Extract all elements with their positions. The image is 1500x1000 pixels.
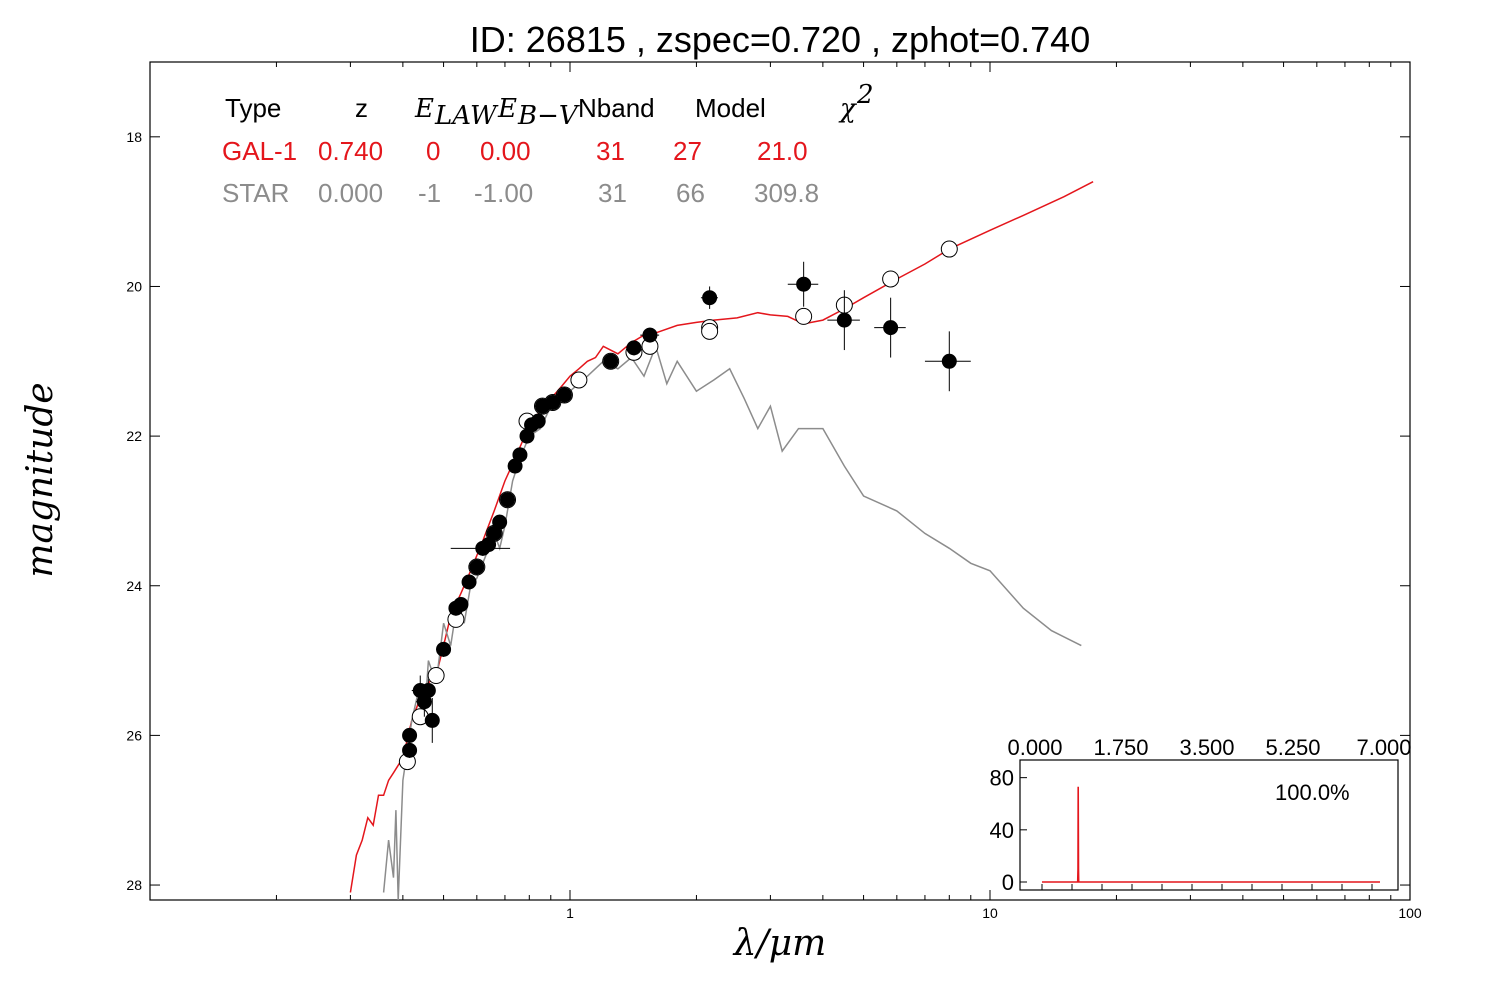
model-magnitude-point [940,240,958,258]
table-row-gal: GAL-1 0.740 0 0.00 31 27 21.0 [222,136,808,166]
points-layer [398,240,971,771]
observed-magnitude-point [492,514,508,530]
y-tick-label: 18 [126,129,142,145]
star-model: 66 [676,178,705,208]
y-axis-label: magnitude [20,382,61,577]
observed-magnitude-point [836,312,852,328]
inset-x-tick-label: 0.000 [1007,735,1062,760]
observed-magnitude-point [512,447,528,463]
model-magnitude-point [882,270,900,288]
observed-magnitude-point [453,596,469,612]
inset-ticks: 0.000 1.750 3.500 5.250 7.000 80 40 0 [990,735,1412,895]
y-tick-label: 22 [126,428,142,444]
y-tick-label: 26 [126,727,142,743]
observed-magnitude-point [603,353,619,369]
gal-model: 27 [673,136,702,166]
info-table: Type z E LAW E B−V Nband Model χ 2 GAL-1… [222,80,874,208]
inset-x-tick-label: 1.750 [1093,735,1148,760]
observed-magnitude-point [500,492,516,508]
observed-magnitude-point [642,327,658,343]
inset-x-tick-label: 3.500 [1179,735,1234,760]
gal-nband: 31 [596,136,625,166]
galaxy-template-line [349,181,1094,893]
gal-ebv: 0.00 [480,136,531,166]
observed-magnitude-point [941,353,957,369]
y-tick-label: 24 [126,578,142,594]
inset-y-tick-label: 0 [1002,870,1014,895]
y-tick-label: 20 [126,278,142,294]
header-ebv-sub: B−V [517,101,580,131]
star-ebv: -1.00 [474,178,533,208]
header-chi2-sup: 2 [856,80,874,110]
observed-magnitude-point [626,340,642,356]
star-elaw: -1 [418,178,441,208]
observed-magnitude-point [469,559,485,575]
header-type: Type [225,93,281,123]
gal-chi2: 21.0 [757,136,808,166]
observed-magnitude-point [461,574,477,590]
inset-pdf-line [1042,786,1380,883]
x-tick-label: 10 [982,905,998,921]
observed-magnitude-point [402,742,418,758]
star-z: 0.000 [318,178,383,208]
model-magnitude-point [701,322,719,340]
model-magnitude-point [570,371,588,389]
chart-title: ID: 26815 , zspec=0.720 , zphot=0.740 [470,19,1090,60]
inset-annotation: 100.0% [1275,780,1350,805]
observed-magnitude-point [420,683,436,698]
inset-x-tick-label: 5.250 [1265,735,1320,760]
observed-magnitude-point [796,276,812,292]
header-ebv: E [497,94,517,124]
inset-y-tick-label: 40 [990,818,1014,843]
star-template-line [382,343,1082,901]
inset-x-tick-label: 7.000 [1356,735,1411,760]
header-model: Model [695,93,766,123]
star-type: STAR [222,178,289,208]
gal-type: GAL-1 [222,136,297,166]
observed-magnitude-point [556,387,572,403]
inset-line-layer [1042,786,1380,883]
observed-magnitude-point [545,394,561,410]
header-elaw: E [414,94,434,124]
header-z: z [355,93,368,123]
header-elaw-sub: LAW [434,101,499,131]
observed-magnitude-point [424,712,440,728]
gal-elaw: 0 [426,136,440,166]
table-row-star: STAR 0.000 -1 -1.00 31 66 309.8 [222,178,819,208]
x-tick-label: 100 [1398,905,1422,921]
observed-magnitude-point [702,290,718,306]
observed-magnitude-point [883,320,899,336]
star-nband: 31 [598,178,627,208]
x-axis-label: λ/μm [732,923,826,964]
series-layer [349,181,1094,901]
model-magnitude-point [427,667,445,685]
gal-z: 0.740 [318,136,383,166]
model-magnitude-point [795,307,813,325]
header-chi2: χ [838,94,858,124]
star-chi2: 309.8 [754,178,819,208]
observed-magnitude-point [402,727,418,743]
inset-y-tick-label: 80 [990,766,1014,791]
observed-magnitude-point [530,413,546,429]
header-nband: Nband [578,93,655,123]
inset-frame [1019,759,1399,891]
observed-magnitude-point [436,641,452,657]
x-tick-label: 1 [566,905,574,921]
inset-pdf-plot: 0.000 1.750 3.500 5.250 7.000 80 40 0 100.0% [990,735,1412,895]
plot-frame [149,61,1411,901]
y-tick-label: 28 [126,877,142,893]
